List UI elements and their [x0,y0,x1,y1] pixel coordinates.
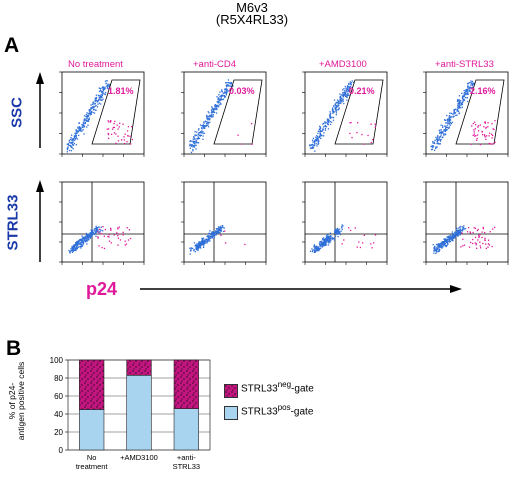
p24-arrow-head [450,285,462,293]
y-tick-label: 60 [54,392,63,401]
x-tick-label: treatment [76,462,109,471]
condition-label: +anti-CD4 [193,59,237,70]
ssc-arrow-head [36,72,44,84]
legend-swatch-neg [224,384,238,398]
strl33-positive-events [220,230,246,246]
legend-label-neg: STRL33neg-gate [241,380,314,395]
ssc-cloud [66,80,111,153]
bar-segment-pos [173,408,199,451]
y-tick-label: 20 [54,428,63,437]
ssc-positive-events [470,120,496,146]
bar-segment-neg [173,359,199,409]
gate-percentage: 1.81% [108,86,134,96]
header-line1: M6v3 [236,0,268,15]
ssc-gate [455,79,505,145]
bar-segment-neg [126,359,152,376]
ssc-positive-events [349,121,377,145]
flow-plots [36,71,509,293]
ssc-cloud [309,80,355,152]
ssc-cloud [189,79,234,154]
strl33-positive-events [460,226,496,250]
panel-b-letter: B [6,337,22,360]
strl33-positive-events [97,226,132,250]
x-tick-label: No [87,453,97,462]
y-tick-label: 0 [59,446,64,455]
strl33-cloud [309,224,344,253]
ssc-gate [91,79,141,145]
strl33-cloud [68,225,104,254]
strl33-cloud [189,224,225,255]
bar-segment-neg [79,359,105,410]
p24-label: p24 [86,279,118,299]
ssc-gate [213,79,263,145]
bar-segment-pos [79,409,105,451]
x-tick-label: STRL33 [173,462,201,471]
ssc-gate [334,79,384,145]
bar-segment-pos [126,374,152,451]
strl33-positive-events [341,227,377,249]
y-tick-label: 40 [54,410,63,419]
ssc-plot-frame [425,71,509,155]
ssc-plot-frame [61,71,145,155]
ssc-positive-events [237,122,253,145]
ssc-positive-events [106,120,134,145]
ssc-cloud [430,80,475,152]
legend-swatch-pos [224,406,238,420]
gate-percentage: 0.21% [349,86,375,96]
y-tick-label: 80 [54,374,63,383]
panel-a-letter: A [4,34,20,57]
header-line2: (R5X4RL33) [215,12,289,27]
ssc-plot-frame [304,71,388,155]
condition-label: +anti-STRL33 [435,59,494,70]
gate-percentage: 2.16% [470,86,496,96]
strl33-cloud [432,225,467,255]
y-tick-label: 100 [50,356,64,365]
strl33-arrow-head [36,180,44,192]
legend-label-pos: STRL33pos-gate [241,403,314,418]
x-tick-label: +anti- [177,453,196,462]
condition-label: +AMD3100 [319,59,367,70]
x-tick-label: +AMD3100 [120,453,158,462]
strl33-plot-frame [425,181,509,263]
condition-label: No treatment [68,59,123,70]
gate-percentage: 0.03% [229,86,255,96]
